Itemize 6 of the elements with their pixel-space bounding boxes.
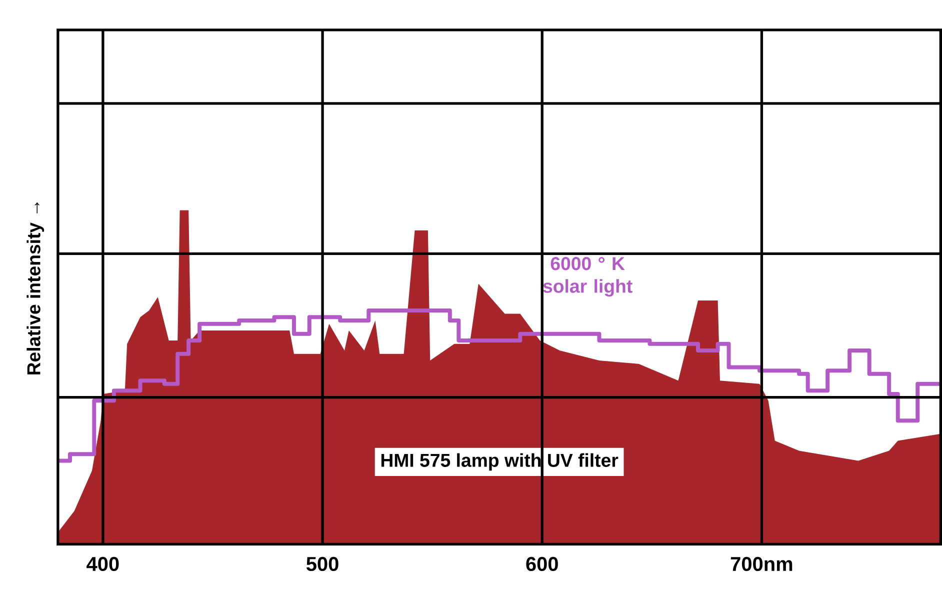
- x-tick-label: 700nm: [730, 556, 792, 571]
- x-tick-label: 600: [526, 556, 558, 571]
- y-axis-title: Relative intensity →: [26, 202, 44, 374]
- x-tick-label: 400: [86, 556, 119, 571]
- series-label: HMI 575 lamp with UV filter: [381, 453, 618, 471]
- x-tick-label: 500: [306, 556, 338, 571]
